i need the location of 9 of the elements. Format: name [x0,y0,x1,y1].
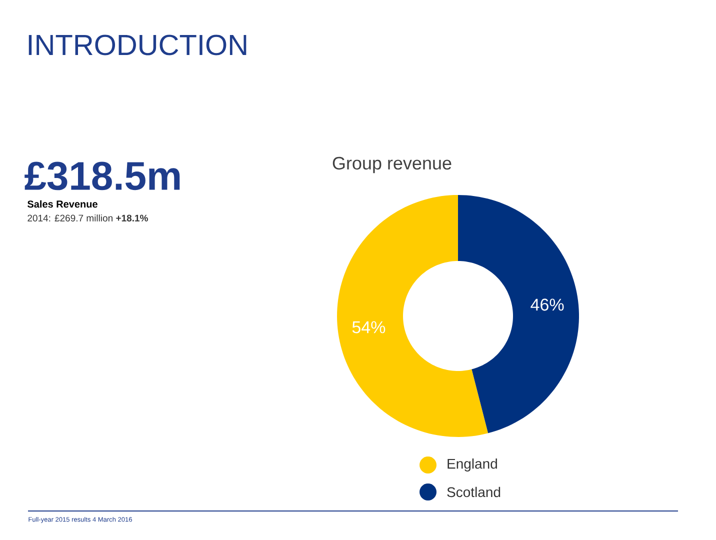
chart-title: Group revenue [332,156,452,174]
text: 2014: £269.7 million +18.1% [28,214,148,222]
text: INTRODUCTION [28,34,246,56]
legend-label: Scotland [447,486,500,498]
data-label: 46% [530,298,564,311]
text: Sales Revenue [27,200,98,208]
text: £318.5m [24,162,180,190]
data-label: 54% [352,321,386,334]
legend-label: England [448,458,497,472]
